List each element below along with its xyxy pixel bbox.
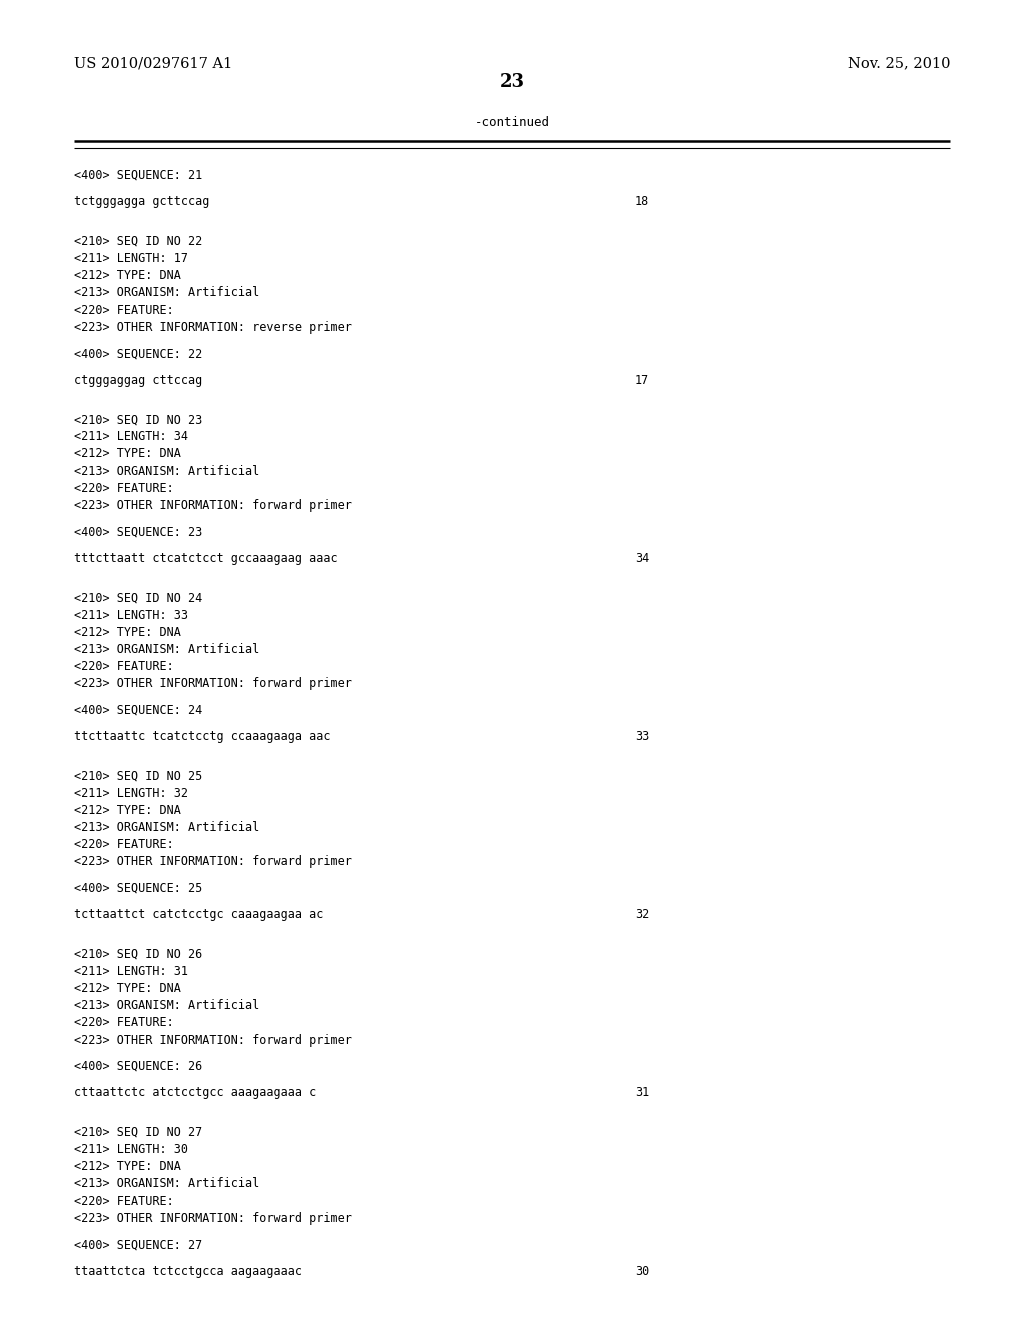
Text: <400> SEQUENCE: 25: <400> SEQUENCE: 25 [74, 882, 202, 895]
Text: <213> ORGANISM: Artificial: <213> ORGANISM: Artificial [74, 286, 259, 300]
Text: <213> ORGANISM: Artificial: <213> ORGANISM: Artificial [74, 643, 259, 656]
Text: 34: 34 [635, 552, 649, 565]
Text: 32: 32 [635, 908, 649, 921]
Text: <213> ORGANISM: Artificial: <213> ORGANISM: Artificial [74, 1177, 259, 1191]
Text: <400> SEQUENCE: 22: <400> SEQUENCE: 22 [74, 347, 202, 360]
Text: -continued: -continued [474, 116, 550, 129]
Text: <212> TYPE: DNA: <212> TYPE: DNA [74, 447, 180, 461]
Text: <212> TYPE: DNA: <212> TYPE: DNA [74, 982, 180, 995]
Text: <212> TYPE: DNA: <212> TYPE: DNA [74, 1160, 180, 1173]
Text: ctgggaggag cttccag: ctgggaggag cttccag [74, 374, 202, 387]
Text: cttaattctc atctcctgcc aaagaagaaa c: cttaattctc atctcctgcc aaagaagaaa c [74, 1086, 316, 1100]
Text: <211> LENGTH: 30: <211> LENGTH: 30 [74, 1143, 187, 1156]
Text: <211> LENGTH: 33: <211> LENGTH: 33 [74, 609, 187, 622]
Text: <213> ORGANISM: Artificial: <213> ORGANISM: Artificial [74, 821, 259, 834]
Text: <223> OTHER INFORMATION: forward primer: <223> OTHER INFORMATION: forward primer [74, 499, 351, 512]
Text: <211> LENGTH: 17: <211> LENGTH: 17 [74, 252, 187, 265]
Text: <210> SEQ ID NO 27: <210> SEQ ID NO 27 [74, 1126, 202, 1139]
Text: <400> SEQUENCE: 27: <400> SEQUENCE: 27 [74, 1238, 202, 1251]
Text: <220> FEATURE:: <220> FEATURE: [74, 838, 173, 851]
Text: <223> OTHER INFORMATION: forward primer: <223> OTHER INFORMATION: forward primer [74, 677, 351, 690]
Text: <210> SEQ ID NO 24: <210> SEQ ID NO 24 [74, 591, 202, 605]
Text: 18: 18 [635, 195, 649, 209]
Text: <223> OTHER INFORMATION: reverse primer: <223> OTHER INFORMATION: reverse primer [74, 321, 351, 334]
Text: tttcttaatt ctcatctcct gccaaagaag aaac: tttcttaatt ctcatctcct gccaaagaag aaac [74, 552, 337, 565]
Text: ttaattctca tctcctgcca aagaagaaac: ttaattctca tctcctgcca aagaagaaac [74, 1265, 302, 1278]
Text: <210> SEQ ID NO 22: <210> SEQ ID NO 22 [74, 235, 202, 248]
Text: <211> LENGTH: 32: <211> LENGTH: 32 [74, 787, 187, 800]
Text: <210> SEQ ID NO 23: <210> SEQ ID NO 23 [74, 413, 202, 426]
Text: tcttaattct catctcctgc caaagaagaa ac: tcttaattct catctcctgc caaagaagaa ac [74, 908, 324, 921]
Text: <220> FEATURE:: <220> FEATURE: [74, 304, 173, 317]
Text: 17: 17 [635, 374, 649, 387]
Text: <210> SEQ ID NO 26: <210> SEQ ID NO 26 [74, 948, 202, 961]
Text: <212> TYPE: DNA: <212> TYPE: DNA [74, 626, 180, 639]
Text: <400> SEQUENCE: 23: <400> SEQUENCE: 23 [74, 525, 202, 539]
Text: <223> OTHER INFORMATION: forward primer: <223> OTHER INFORMATION: forward primer [74, 855, 351, 869]
Text: <212> TYPE: DNA: <212> TYPE: DNA [74, 269, 180, 282]
Text: 30: 30 [635, 1265, 649, 1278]
Text: <223> OTHER INFORMATION: forward primer: <223> OTHER INFORMATION: forward primer [74, 1034, 351, 1047]
Text: <223> OTHER INFORMATION: forward primer: <223> OTHER INFORMATION: forward primer [74, 1212, 351, 1225]
Text: <400> SEQUENCE: 24: <400> SEQUENCE: 24 [74, 704, 202, 717]
Text: <220> FEATURE:: <220> FEATURE: [74, 1016, 173, 1030]
Text: <213> ORGANISM: Artificial: <213> ORGANISM: Artificial [74, 465, 259, 478]
Text: <220> FEATURE:: <220> FEATURE: [74, 660, 173, 673]
Text: 31: 31 [635, 1086, 649, 1100]
Text: <213> ORGANISM: Artificial: <213> ORGANISM: Artificial [74, 999, 259, 1012]
Text: ttcttaattc tcatctcctg ccaaagaaga aac: ttcttaattc tcatctcctg ccaaagaaga aac [74, 730, 330, 743]
Text: <210> SEQ ID NO 25: <210> SEQ ID NO 25 [74, 770, 202, 783]
Text: <220> FEATURE:: <220> FEATURE: [74, 482, 173, 495]
Text: 23: 23 [500, 73, 524, 91]
Text: <211> LENGTH: 31: <211> LENGTH: 31 [74, 965, 187, 978]
Text: US 2010/0297617 A1: US 2010/0297617 A1 [74, 57, 232, 71]
Text: Nov. 25, 2010: Nov. 25, 2010 [848, 57, 950, 71]
Text: <400> SEQUENCE: 21: <400> SEQUENCE: 21 [74, 169, 202, 182]
Text: <220> FEATURE:: <220> FEATURE: [74, 1195, 173, 1208]
Text: <400> SEQUENCE: 26: <400> SEQUENCE: 26 [74, 1060, 202, 1073]
Text: <212> TYPE: DNA: <212> TYPE: DNA [74, 804, 180, 817]
Text: <211> LENGTH: 34: <211> LENGTH: 34 [74, 430, 187, 444]
Text: 33: 33 [635, 730, 649, 743]
Text: tctgggagga gcttccag: tctgggagga gcttccag [74, 195, 209, 209]
